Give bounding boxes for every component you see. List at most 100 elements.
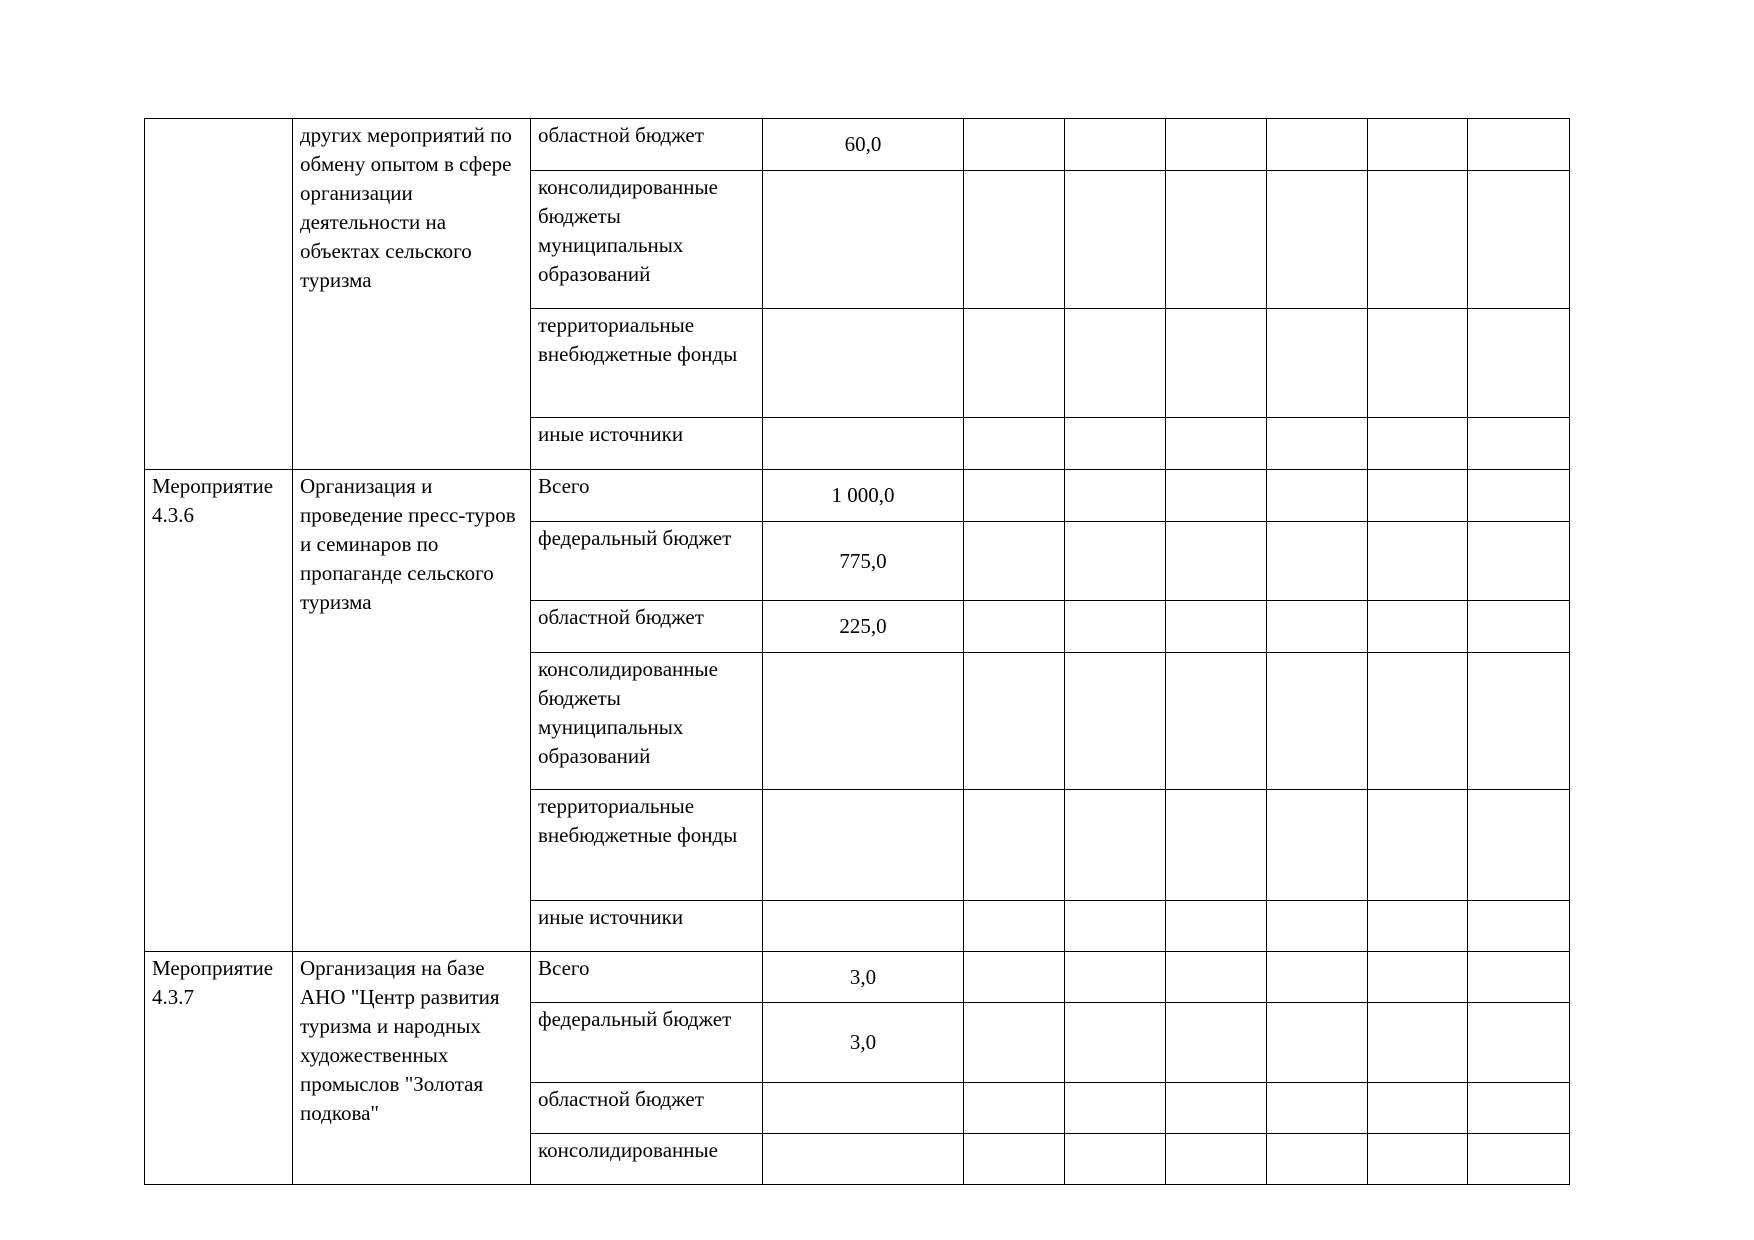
empty-cell [1064, 1133, 1166, 1185]
amount [762, 900, 964, 952]
empty-cell [1367, 1133, 1468, 1185]
empty-cell [1367, 308, 1468, 418]
empty-cell [1266, 308, 1368, 418]
empty-cell [963, 1133, 1065, 1185]
table-row: территориальные внебюджетные фонды [145, 789, 1570, 901]
amount [762, 789, 964, 901]
funding-source: консолидированные бюджеты муниципальных … [530, 652, 763, 790]
empty-cell [1467, 521, 1570, 601]
empty-cell [1165, 1082, 1267, 1134]
empty-cell [1266, 118, 1368, 171]
funding-source: территориальные внебюджетные фонды [530, 308, 763, 418]
empty-cell [963, 789, 1065, 901]
empty-cell [1266, 170, 1368, 309]
funding-source: областной бюджет [530, 1082, 763, 1134]
empty-cell [963, 1002, 1065, 1083]
amount: 3,0 [762, 951, 964, 1003]
empty-cell [1467, 469, 1570, 522]
empty-cell [963, 469, 1065, 522]
amount [762, 1082, 964, 1134]
empty-cell [1165, 652, 1267, 790]
empty-cell [1165, 308, 1267, 418]
empty-cell [1367, 900, 1468, 952]
empty-cell [1367, 417, 1468, 470]
event-name: Организация на базе АНО "Центр развития … [292, 951, 531, 1185]
event-code [144, 118, 293, 470]
empty-cell [1367, 170, 1468, 309]
empty-cell [1165, 469, 1267, 522]
empty-cell [1165, 521, 1267, 601]
table-row: консолидированные [145, 1133, 1570, 1185]
funding-source: территориальные внебюджетные фонды [530, 789, 763, 901]
empty-cell [1367, 521, 1468, 601]
empty-cell [1467, 652, 1570, 790]
empty-cell [1064, 170, 1166, 309]
empty-cell [1064, 600, 1166, 653]
empty-cell [1367, 951, 1468, 1003]
empty-cell [1064, 469, 1166, 522]
empty-cell [1467, 1133, 1570, 1185]
empty-cell [963, 1082, 1065, 1134]
funding-source: консолидированные бюджеты муниципальных … [530, 170, 763, 309]
empty-cell [1266, 1002, 1368, 1083]
empty-cell [1367, 1002, 1468, 1083]
empty-cell [1064, 1002, 1166, 1083]
table-row: федеральный бюджет 3,0 [145, 1002, 1570, 1083]
empty-cell [1266, 900, 1368, 952]
empty-cell [963, 600, 1065, 653]
table-row: Мероприятие 4.3.6 Организация и проведени… [144, 469, 1570, 952]
empty-cell [963, 951, 1065, 1003]
empty-cell [1064, 521, 1166, 601]
empty-cell [1064, 789, 1166, 901]
empty-cell [1165, 900, 1267, 952]
table-row: других мероприятий по обмену опытом в сф… [144, 118, 1570, 470]
empty-cell [1165, 951, 1267, 1003]
event-code: Мероприятие 4.3.6 [144, 469, 293, 952]
empty-cell [963, 900, 1065, 952]
empty-cell [1367, 789, 1468, 901]
empty-cell [1467, 170, 1570, 309]
empty-cell [1367, 652, 1468, 790]
empty-cell [1064, 1082, 1166, 1134]
table-row: Мероприятие 4.3.7 Организация на базе АНО… [144, 951, 1570, 1185]
empty-cell [1266, 1133, 1368, 1185]
event-code: Мероприятие 4.3.7 [144, 951, 293, 1185]
amount [762, 652, 964, 790]
empty-cell [963, 118, 1065, 171]
funding-source: иные источники [530, 900, 763, 952]
empty-cell [1467, 951, 1570, 1003]
funding-source: федеральный бюджет [530, 1002, 763, 1083]
event-name: Организация и проведение пресс-туров и с… [292, 469, 531, 952]
empty-cell [1165, 417, 1267, 470]
budget-table: других мероприятий по обмену опытом в сф… [144, 118, 1570, 1185]
table-body: других мероприятий по обмену опытом в сф… [144, 118, 1570, 1185]
empty-cell [1367, 1082, 1468, 1134]
event-name: других мероприятий по обмену опытом в сф… [292, 118, 531, 470]
empty-cell [1064, 417, 1166, 470]
amount: 775,0 [762, 521, 964, 601]
empty-cell [963, 521, 1065, 601]
funding-source: Всего [530, 951, 763, 1003]
empty-cell [1467, 417, 1570, 470]
table-row: областной бюджет 225,0 [145, 600, 1570, 653]
empty-cell [1165, 600, 1267, 653]
empty-cell [1467, 600, 1570, 653]
amount: 1 000,0 [762, 469, 964, 522]
empty-cell [1266, 789, 1368, 901]
empty-cell [1266, 600, 1368, 653]
empty-cell [1266, 951, 1368, 1003]
funding-source: областной бюджет [530, 118, 763, 171]
table-row: областной бюджет [145, 1082, 1570, 1134]
empty-cell [1266, 469, 1368, 522]
amount [762, 308, 964, 418]
empty-cell [1064, 118, 1166, 171]
empty-cell [1064, 900, 1166, 952]
empty-cell [1367, 118, 1468, 171]
empty-cell [1266, 417, 1368, 470]
empty-cell [1266, 1082, 1368, 1134]
table-row: консолидированные бюджеты муниципальных … [145, 652, 1570, 790]
empty-cell [1467, 308, 1570, 418]
empty-cell [1467, 900, 1570, 952]
empty-cell [1266, 521, 1368, 601]
